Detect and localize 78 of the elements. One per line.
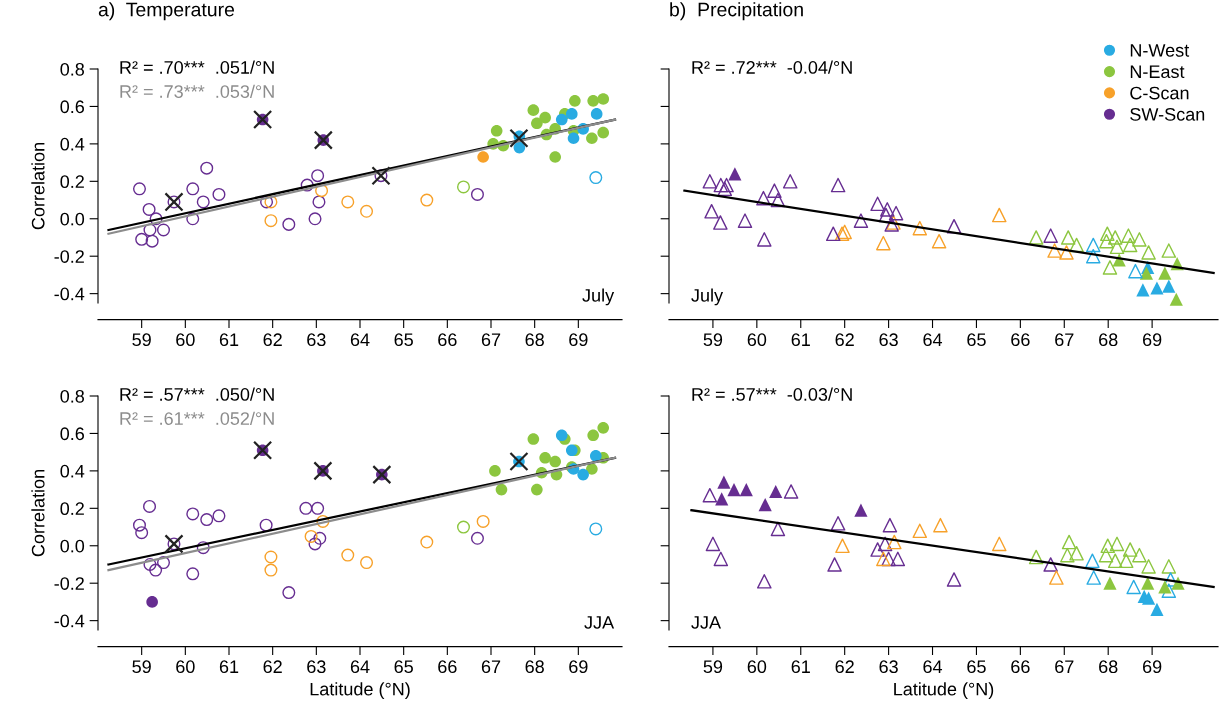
- y-tick-label: 0.4: [60, 464, 85, 478]
- x-tick-label: 60: [176, 660, 195, 674]
- x-tick-label: 64: [350, 660, 370, 674]
- x-tick-label: 64: [350, 333, 370, 347]
- y-tick-label: 0.0: [60, 212, 85, 226]
- annotation: July: [582, 288, 615, 306]
- annotation: R² = .57*** .050/°N: [120, 387, 274, 401]
- x-tick-label: 68: [1099, 333, 1118, 347]
- x-tick-label: 69: [1143, 660, 1162, 674]
- x-tick-label: 69: [569, 333, 588, 347]
- x-tick-label: 59: [132, 333, 151, 347]
- x-tick-label: 67: [1055, 660, 1074, 674]
- x-tick-label: 64: [923, 660, 943, 674]
- x-tick-label: 63: [307, 333, 326, 347]
- x-tick-label: 65: [967, 660, 986, 674]
- x-tick-label: 59: [703, 333, 723, 347]
- x-tick-label: 69: [569, 660, 588, 674]
- x-tick-label: 63: [307, 660, 326, 674]
- y-tick-label: 0.2: [60, 175, 84, 189]
- x-tick-label: 65: [394, 333, 413, 347]
- chart-title: a) Temperature: [98, 2, 235, 21]
- x-tick-label: 60: [747, 660, 767, 674]
- x-tick-label: 62: [263, 660, 282, 674]
- annotation: JJA: [691, 616, 722, 629]
- x-tick-label: 66: [438, 333, 457, 347]
- y-tick-label: 0.6: [60, 100, 85, 114]
- annotation: July: [691, 288, 724, 306]
- x-tick-label: 61: [219, 660, 239, 674]
- x-tick-label: 65: [394, 660, 413, 674]
- x-tick-label: 66: [1011, 333, 1030, 347]
- x-tick-label: 69: [1143, 333, 1162, 347]
- y-tick-label: 0.8: [60, 62, 85, 76]
- x-tick-label: 62: [835, 660, 854, 674]
- y-tick-label: -0.4: [54, 287, 85, 301]
- y-tick-label: 0.4: [60, 137, 85, 151]
- annotation: R² = .61*** .052/°N: [120, 411, 274, 425]
- y-tick-label: 0.0: [60, 539, 85, 553]
- chart-title: b) Precipitation: [670, 2, 803, 21]
- y-tick-label: 0.6: [60, 427, 85, 441]
- x-tick-label: 63: [879, 333, 898, 347]
- x-tick-label: 59: [132, 660, 151, 674]
- x-tick-label: 64: [923, 333, 943, 347]
- x-tick-label: 68: [525, 333, 544, 347]
- legend-label: SW-Scan: [1130, 107, 1205, 121]
- y-tick-label: -0.4: [54, 614, 85, 628]
- x-tick-label: 66: [438, 660, 457, 674]
- x-tick-label: 67: [481, 660, 501, 674]
- legend-label: N-West: [1130, 44, 1190, 57]
- y-axis-title: Correlation: [31, 470, 45, 557]
- x-tick-label: 60: [747, 333, 767, 347]
- x-tick-label: 61: [219, 333, 239, 347]
- x-tick-label: 67: [1055, 333, 1074, 347]
- x-axis-title: Latitude (°N): [894, 682, 994, 700]
- y-tick-label: -0.2: [54, 577, 84, 590]
- annotation: R² = .73*** .053/°N: [120, 84, 274, 98]
- x-axis-title: Latitude (°N): [310, 682, 410, 700]
- annotation: R² = .57*** -0.03/°N: [692, 387, 852, 401]
- x-tick-label: 68: [525, 660, 544, 674]
- annotation: R² = .72*** -0.04/°N: [692, 60, 852, 74]
- x-tick-label: 62: [263, 333, 282, 347]
- x-tick-label: 67: [481, 333, 501, 347]
- x-tick-label: 59: [703, 660, 723, 674]
- annotation: JJA: [584, 616, 615, 629]
- x-tick-label: 61: [791, 333, 810, 347]
- y-tick-label: 0.8: [60, 389, 85, 403]
- x-tick-label: 60: [176, 333, 195, 347]
- x-tick-label: 62: [835, 333, 854, 347]
- x-tick-label: 61: [791, 660, 810, 674]
- y-tick-label: 0.2: [60, 502, 84, 516]
- x-tick-label: 68: [1099, 660, 1118, 674]
- x-tick-label: 65: [967, 333, 986, 347]
- x-tick-label: 63: [879, 660, 898, 674]
- annotation: R² = .70*** .051/°N: [120, 60, 274, 74]
- y-axis-title: Correlation: [31, 143, 45, 230]
- legend-label: N-East: [1130, 65, 1185, 79]
- x-tick-label: 66: [1011, 660, 1030, 674]
- y-tick-label: -0.2: [54, 250, 84, 263]
- legend-label: C-Scan: [1130, 86, 1189, 100]
